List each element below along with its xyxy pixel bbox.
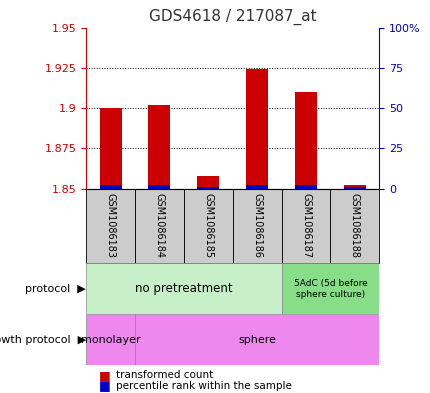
Text: protocol  ▶: protocol ▶ [25, 284, 86, 294]
Bar [86, 263, 281, 314]
Text: ■: ■ [99, 369, 111, 382]
Bar [343, 187, 365, 189]
Bar [246, 70, 267, 189]
Text: GSM1086185: GSM1086185 [203, 193, 213, 259]
Text: GSM1086183: GSM1086183 [105, 193, 115, 259]
Bar [135, 189, 184, 263]
Text: ■: ■ [99, 379, 111, 393]
Bar [99, 108, 121, 189]
Bar [294, 92, 316, 189]
Text: growth protocol  ▶: growth protocol ▶ [0, 335, 86, 345]
Text: GSM1086184: GSM1086184 [154, 193, 164, 259]
Text: GSM1086187: GSM1086187 [300, 193, 310, 259]
Bar [99, 185, 121, 189]
Text: monolayer: monolayer [80, 335, 140, 345]
Text: no pretreatment: no pretreatment [135, 282, 232, 296]
Text: 5AdC (5d before
sphere culture): 5AdC (5d before sphere culture) [293, 279, 366, 299]
Bar [197, 187, 219, 189]
Bar [343, 185, 365, 189]
Bar [135, 314, 378, 365]
Text: GSM1086188: GSM1086188 [349, 193, 359, 259]
Bar [281, 263, 378, 314]
Bar [197, 176, 219, 189]
Text: percentile rank within the sample: percentile rank within the sample [116, 381, 292, 391]
Text: transformed count: transformed count [116, 370, 213, 380]
Bar [246, 185, 267, 189]
Bar [86, 314, 135, 365]
Bar [232, 189, 281, 263]
Bar [148, 185, 170, 189]
Title: GDS4618 / 217087_at: GDS4618 / 217087_at [149, 9, 316, 25]
Text: sphere: sphere [238, 335, 276, 345]
Bar [330, 189, 378, 263]
Bar [184, 189, 232, 263]
Bar [294, 185, 316, 189]
Bar [148, 105, 170, 189]
Bar [86, 189, 135, 263]
Bar [281, 189, 330, 263]
Text: GSM1086186: GSM1086186 [252, 193, 261, 259]
